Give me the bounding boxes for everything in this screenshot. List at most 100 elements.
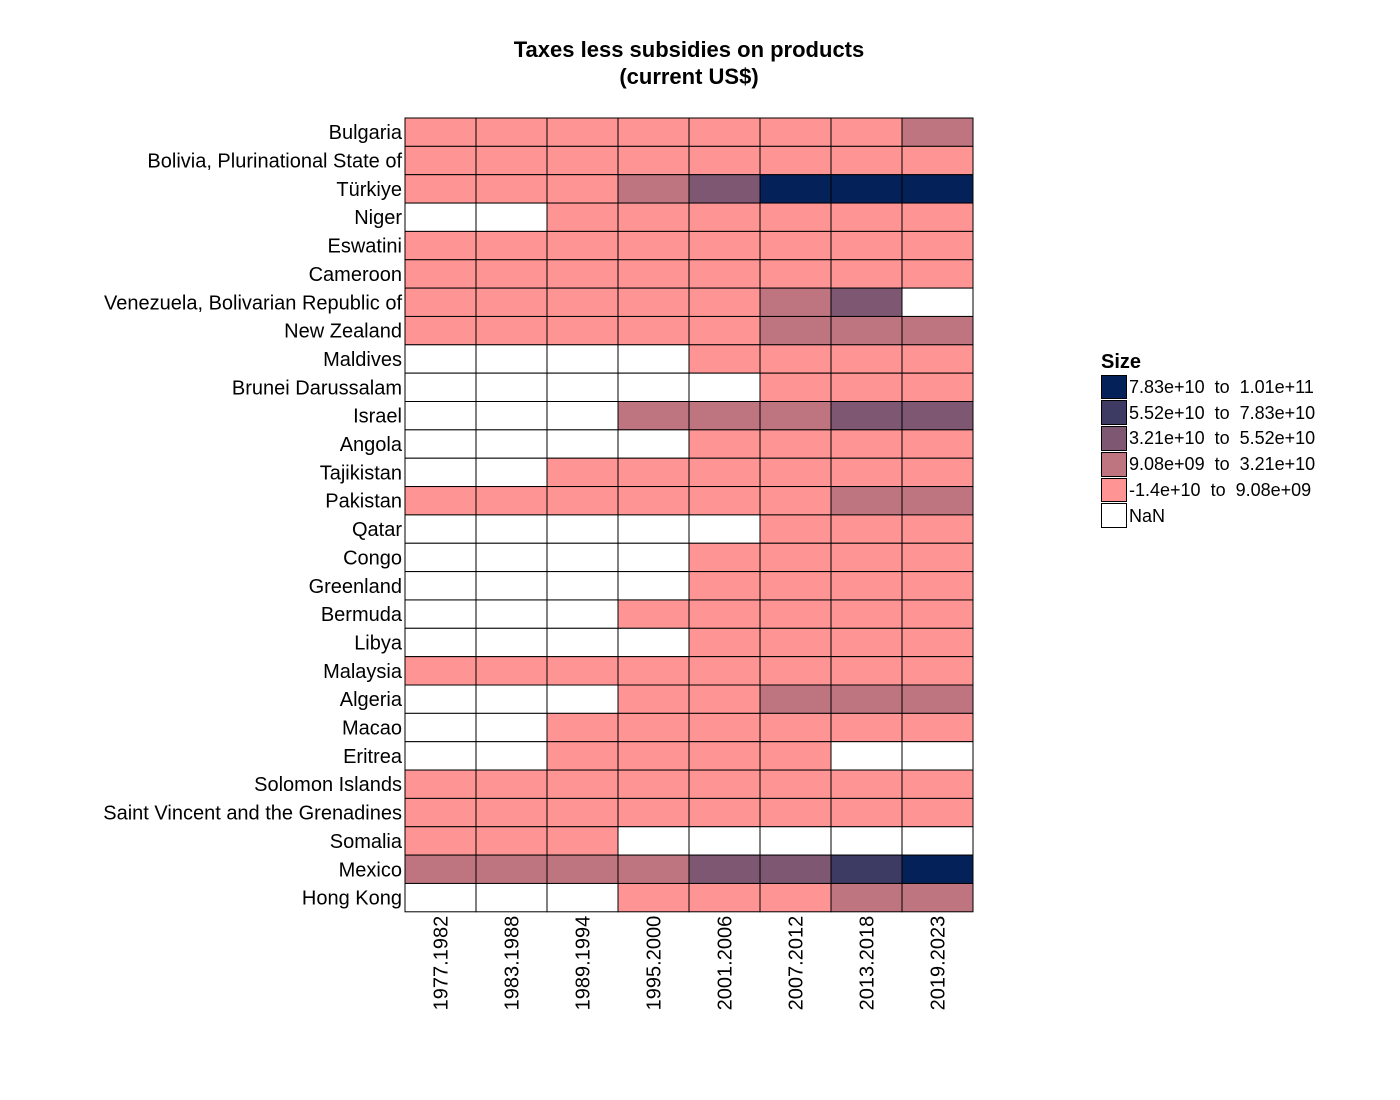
heatmap-cell — [688, 712, 761, 743]
heatmap-cell — [759, 571, 832, 601]
row-label: Eswatini — [328, 236, 402, 258]
heatmap-cell — [759, 202, 832, 232]
column-label: 1989.1994 — [573, 916, 595, 1011]
heatmap-cell — [404, 202, 477, 232]
row-label: Congo — [343, 547, 402, 569]
heatmap-cell — [901, 174, 974, 204]
heatmap-cell — [617, 344, 690, 374]
legend-label: 5.52e+10 to 7.83e+10 — [1129, 402, 1316, 423]
heatmap-cell — [830, 145, 903, 176]
heatmap-cell — [688, 145, 761, 176]
heatmap-cell — [404, 230, 477, 261]
heatmap-cell — [404, 599, 477, 629]
heatmap-cell — [901, 230, 974, 261]
row-label: Algeria — [340, 689, 403, 711]
heatmap-cell — [759, 599, 832, 629]
heatmap-cell — [475, 457, 548, 488]
column-label: 2001.2006 — [715, 916, 737, 1011]
row-label: Malaysia — [323, 661, 403, 683]
column-label: 1983.1988 — [502, 916, 524, 1011]
heatmap-cell — [404, 741, 477, 771]
heatmap-cell — [759, 882, 832, 913]
heatmap-cell — [475, 712, 548, 743]
row-label: Türkiye — [336, 179, 402, 201]
heatmap-cell — [475, 259, 548, 289]
heatmap-cell — [901, 741, 974, 771]
legend-swatch — [1101, 426, 1127, 451]
legend-label: -1.4e+10 to 9.08e+09 — [1129, 480, 1312, 501]
heatmap-cell — [404, 315, 477, 346]
row-label: Bolivia, Plurinational State of — [147, 151, 402, 173]
heatmap-cell — [546, 117, 619, 147]
heatmap-cell — [404, 712, 477, 743]
heatmap-cell — [475, 202, 548, 232]
heatmap-cell — [546, 202, 619, 232]
heatmap-cell — [475, 174, 548, 204]
heatmap-cell — [617, 882, 690, 913]
heatmap-cell — [688, 401, 761, 431]
heatmap-cell — [688, 230, 761, 261]
heatmap-cell — [759, 684, 832, 714]
heatmap-cell — [830, 741, 903, 771]
column-label: 2007.2012 — [786, 916, 808, 1011]
heatmap-cell — [475, 797, 548, 828]
heatmap-cell — [830, 882, 903, 913]
heatmap-cell — [404, 882, 477, 913]
heatmap-cell — [546, 174, 619, 204]
row-label: Brunei Darussalam — [232, 377, 402, 399]
heatmap-cell — [759, 401, 832, 431]
heatmap-cell — [688, 741, 761, 771]
heatmap-cell — [475, 287, 548, 317]
row-label: New Zealand — [284, 321, 402, 343]
heatmap-cell — [830, 457, 903, 488]
heatmap-cell — [546, 344, 619, 374]
legend-item: -1.4e+10 to 9.08e+09 — [1101, 477, 1315, 503]
legend-item: 9.08e+09 to 3.21e+10 — [1101, 451, 1315, 477]
heatmap-cell — [617, 429, 690, 459]
heatmap-cell — [617, 769, 690, 799]
heatmap-cell — [475, 882, 548, 913]
heatmap-cell — [404, 344, 477, 374]
legend-label: 3.21e+10 to 5.52e+10 — [1129, 428, 1316, 449]
heatmap-cell — [901, 344, 974, 374]
legend-item: NaN — [1101, 503, 1315, 529]
heatmap-cell — [759, 117, 832, 147]
row-label: Libya — [354, 632, 403, 654]
heatmap-cell — [404, 769, 477, 799]
heatmap-cell — [688, 684, 761, 714]
heatmap-cell — [759, 797, 832, 828]
heatmap-cell — [830, 344, 903, 374]
heatmap-cell — [404, 514, 477, 544]
heatmap-cell — [546, 599, 619, 629]
row-label: Tajikistan — [320, 462, 402, 484]
legend-label: 7.83e+10 to 1.01e+11 — [1129, 376, 1314, 397]
heatmap-cell — [830, 656, 903, 686]
heatmap-cell — [688, 854, 761, 884]
heatmap-cell — [830, 854, 903, 884]
heatmap-cell — [759, 514, 832, 544]
heatmap-cell — [475, 741, 548, 771]
heatmap-cell — [688, 882, 761, 913]
heatmap-cell — [901, 372, 974, 402]
heatmap-cell — [830, 514, 903, 544]
heatmap-cell — [688, 769, 761, 799]
heatmap-cell — [901, 202, 974, 232]
heatmap-cell — [404, 117, 477, 147]
heatmap-cell — [830, 372, 903, 402]
heatmap-cell — [759, 174, 832, 204]
heatmap-cell — [901, 457, 974, 488]
chart-title: Taxes less subsidies on products (curren… — [405, 36, 973, 90]
row-label: Saint Vincent and the Grenadines — [103, 803, 402, 825]
legend-swatch — [1101, 503, 1127, 529]
heatmap-cell — [546, 457, 619, 488]
heatmap-cell — [688, 174, 761, 204]
chart-title-line1: Taxes less subsidies on products — [513, 37, 865, 62]
heatmap-cell — [475, 627, 548, 658]
legend-label: NaN — [1129, 505, 1166, 526]
row-label: Macao — [342, 718, 402, 740]
heatmap-cell — [546, 514, 619, 544]
heatmap-cell — [901, 259, 974, 289]
heatmap-cell — [688, 287, 761, 317]
heatmap-cell — [688, 599, 761, 629]
heatmap-cell — [901, 542, 974, 573]
